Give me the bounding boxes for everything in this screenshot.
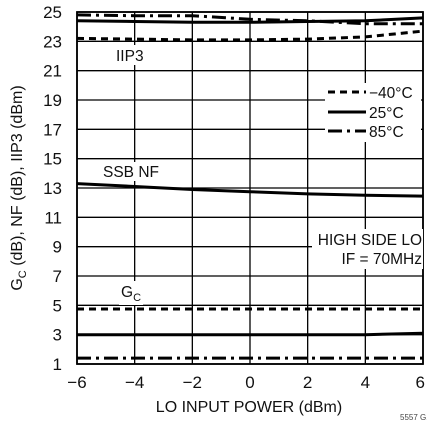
y-tick-9: 9	[53, 238, 62, 257]
y-tick-1: 1	[53, 355, 62, 374]
y-axis-label: GC (dB), NF (dB), IIP3 (dBm)	[9, 85, 29, 290]
grid	[76, 11, 424, 365]
y-tick-13: 13	[43, 179, 62, 198]
y-tick-15: 15	[43, 150, 62, 169]
series-iip3-dashdot	[76, 13, 423, 26]
gc-label-sub: C	[133, 292, 141, 304]
iip3-label-bg	[113, 45, 153, 65]
conditions-bg	[312, 229, 423, 269]
series-iip3-solid	[76, 16, 424, 24]
series-ssb-nf-solid	[76, 182, 424, 198]
y-tick-7: 7	[53, 267, 62, 286]
x-tick-0: −6	[67, 373, 86, 392]
y-axis-label-main: G	[9, 278, 26, 290]
gc-label-main: G	[121, 284, 133, 301]
x-axis-label: LO INPUT POWER (dBm)	[156, 399, 342, 416]
y-tick-17: 17	[43, 120, 62, 139]
legend-label-25: 25°C	[369, 105, 404, 122]
y-tick-5: 5	[53, 296, 62, 315]
x-tick-5: 4	[361, 373, 370, 392]
ssbnf-label: SSB NF	[103, 164, 159, 181]
x-tick-6: 6	[416, 373, 425, 392]
x-tick-3: 0	[245, 373, 254, 392]
legend: −40°C 25°C 85°C	[325, 83, 421, 142]
y-tick-19: 19	[43, 91, 62, 110]
figure-code: 5557 G1	[400, 413, 427, 422]
series-group	[76, 13, 424, 360]
x-tick-4: 2	[303, 373, 312, 392]
y-tick-11: 11	[44, 208, 62, 227]
series-iip3-dashed	[76, 29, 424, 42]
ssbnf-label-bg	[101, 162, 165, 181]
y-tick-21: 21	[43, 62, 62, 81]
condition-line-2: IF = 70MHz	[341, 251, 422, 268]
plot-border	[76, 11, 424, 365]
condition-line-1: HIGH SIDE LO	[318, 232, 422, 249]
gc-label: GC	[121, 284, 141, 304]
x-tick-2: −2	[183, 373, 202, 392]
legend-label-85: 85°C	[369, 124, 404, 141]
y-tick-23: 23	[43, 32, 62, 51]
iip3-label: IIP3	[116, 48, 144, 65]
y-tick-3: 3	[53, 326, 62, 345]
series-gc-solid	[77, 331, 424, 337]
legend-label-minus40: −40°C	[369, 85, 413, 102]
y-axis-label-rest: (dB), NF (dB), IIP3 (dBm)	[9, 85, 26, 270]
gc-label-bg	[119, 281, 143, 305]
y-tick-25: 25	[43, 3, 62, 22]
x-tick-1: −4	[125, 373, 144, 392]
y-axis-label-sub: C	[17, 270, 29, 278]
